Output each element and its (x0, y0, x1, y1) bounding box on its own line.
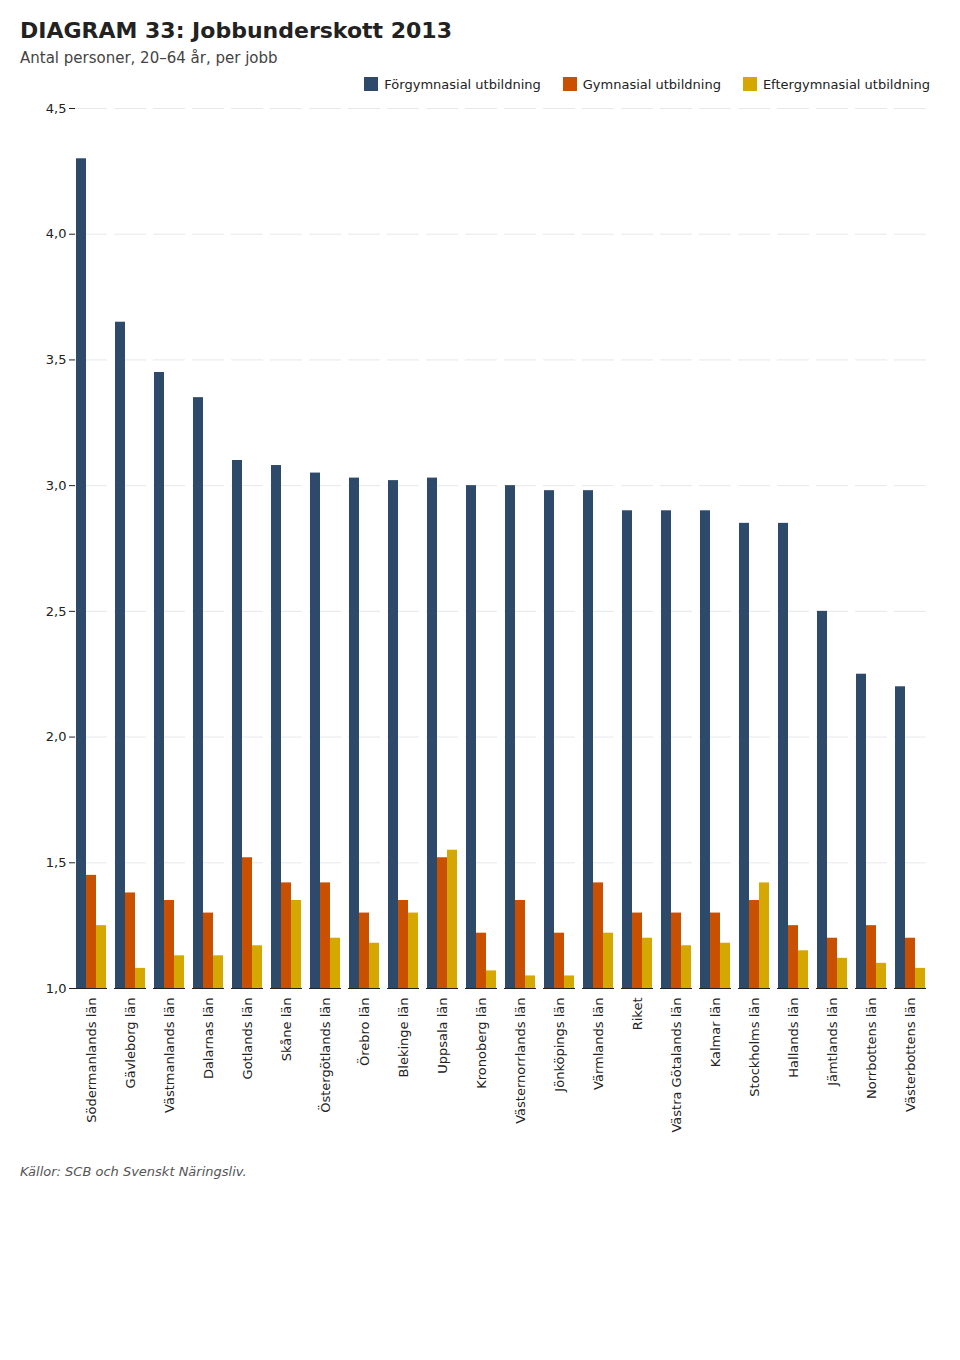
svg-text:Uppsala län: Uppsala län (435, 998, 450, 1074)
svg-text:4,5: 4,5 (46, 101, 67, 116)
html-text:DIAGRAM 33: Jobbunderskott 201: DIAGRAM 33: Jobbunderskott 2013 (20, 18, 452, 43)
svg-text:Örebro län: Örebro län (356, 998, 372, 1067)
svg-text:2,0: 2,0 (46, 729, 67, 744)
svg-text:Blekinge län: Blekinge län (396, 998, 411, 1078)
svg-text:Värmlands län: Värmlands län (591, 998, 606, 1090)
svg-text:Dalarnas län: Dalarnas län (201, 998, 216, 1080)
svg-text:3,0: 3,0 (46, 478, 67, 493)
svg-text:Östergötlands län: Östergötlands län (317, 998, 333, 1113)
svg-text:1,0: 1,0 (46, 981, 67, 996)
svg-text:2,5: 2,5 (46, 604, 67, 619)
svg-text:Jämtlands län: Jämtlands län (825, 998, 840, 1087)
svg-text:Norrbottens län: Norrbottens län (864, 998, 879, 1100)
html-text:Eftergymnasial utbildning: Eftergymnasial utbildning (762, 77, 930, 92)
svg-text:Gävleborg län: Gävleborg län (123, 998, 138, 1089)
svg-text:Västmanlands län: Västmanlands län (162, 998, 177, 1113)
svg-text:Södermanlands län: Södermanlands län (84, 998, 99, 1123)
svg-text:Västra Götalands län: Västra Götalands län (669, 998, 684, 1133)
svg-text:1,5: 1,5 (46, 855, 67, 870)
svg-text:Stockholms län: Stockholms län (747, 998, 762, 1097)
svg-text:Kalmar län: Kalmar län (708, 998, 723, 1068)
svg-text:3,5: 3,5 (46, 352, 67, 367)
svg-text:Gotlands län: Gotlands län (240, 998, 255, 1080)
svg-text:Kronoberg län: Kronoberg län (474, 998, 489, 1089)
svg-text:Riket: Riket (630, 998, 645, 1031)
svg-text:Västernorrlands län: Västernorrlands län (513, 998, 528, 1124)
html-text:Förgymnasial utbildning: Förgymnasial utbildning (384, 77, 541, 92)
svg-text:Skåne län: Skåne län (279, 998, 294, 1062)
html-text:Källor: SCB och Svenskt Näring: Källor: SCB och Svenskt Näringsliv. (20, 1164, 247, 1179)
html-text:Gymnasial utbildning: Gymnasial utbildning (582, 77, 721, 92)
html-text:Antal personer, 20–64 år, per: Antal personer, 20–64 år, per jobb (20, 49, 278, 67)
svg-text:Västerbottens län: Västerbottens län (903, 998, 918, 1112)
svg-text:Jönköpings län: Jönköpings län (552, 998, 567, 1093)
svg-text:4,0: 4,0 (46, 226, 67, 241)
svg-text:Hallands län: Hallands län (786, 998, 801, 1078)
